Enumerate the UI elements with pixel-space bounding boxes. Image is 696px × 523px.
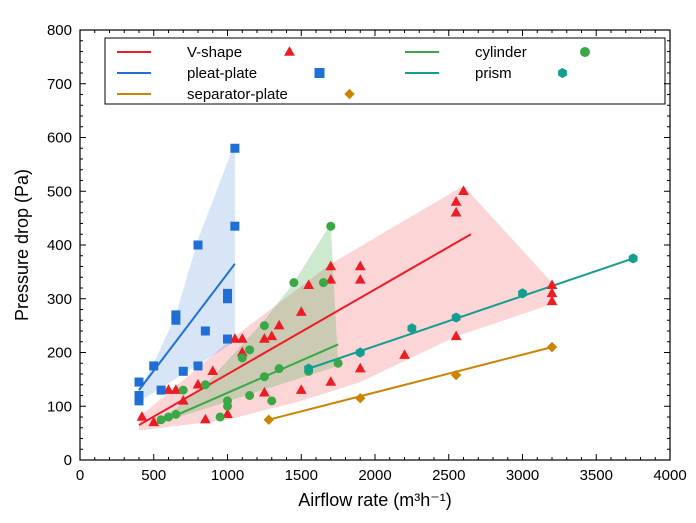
x-axis-label: Airflow rate (m³h⁻¹)	[298, 490, 452, 510]
y-tick-label: 300	[47, 291, 72, 308]
legend-label: prism	[475, 65, 512, 82]
y-tick-label: 100	[47, 398, 72, 415]
legend-label: cylinder	[475, 44, 527, 61]
x-tick-label: 1000	[211, 467, 244, 484]
y-tick-label: 0	[64, 452, 72, 469]
x-tick-label: 3500	[580, 467, 613, 484]
x-tick-label: 500	[141, 467, 166, 484]
pressure-drop-chart: 0 500 1000 1500 2000 2500 3000 3500 4000 0 100 200 3…	[0, 0, 696, 523]
legend-label: pleat-plate	[187, 65, 257, 82]
y-tick-label: 600	[47, 130, 72, 147]
y-tick-label: 200	[47, 345, 72, 362]
legend-label: V-shape	[187, 44, 242, 61]
x-tick-label: 2000	[358, 467, 391, 484]
x-tick-label: 4000	[653, 467, 686, 484]
y-axis-label: Pressure drop (Pa)	[12, 169, 32, 321]
y-tick-label: 400	[47, 237, 72, 254]
x-tick-label: 1500	[285, 467, 318, 484]
y-tick-label: 500	[47, 183, 72, 200]
x-tick-label: 3000	[506, 467, 539, 484]
x-tick-label: 0	[76, 467, 84, 484]
y-tick-label: 700	[47, 76, 72, 93]
y-tick-label: 800	[47, 22, 72, 39]
legend-label: separator-plate	[187, 86, 288, 103]
x-tick-label: 2500	[432, 467, 465, 484]
